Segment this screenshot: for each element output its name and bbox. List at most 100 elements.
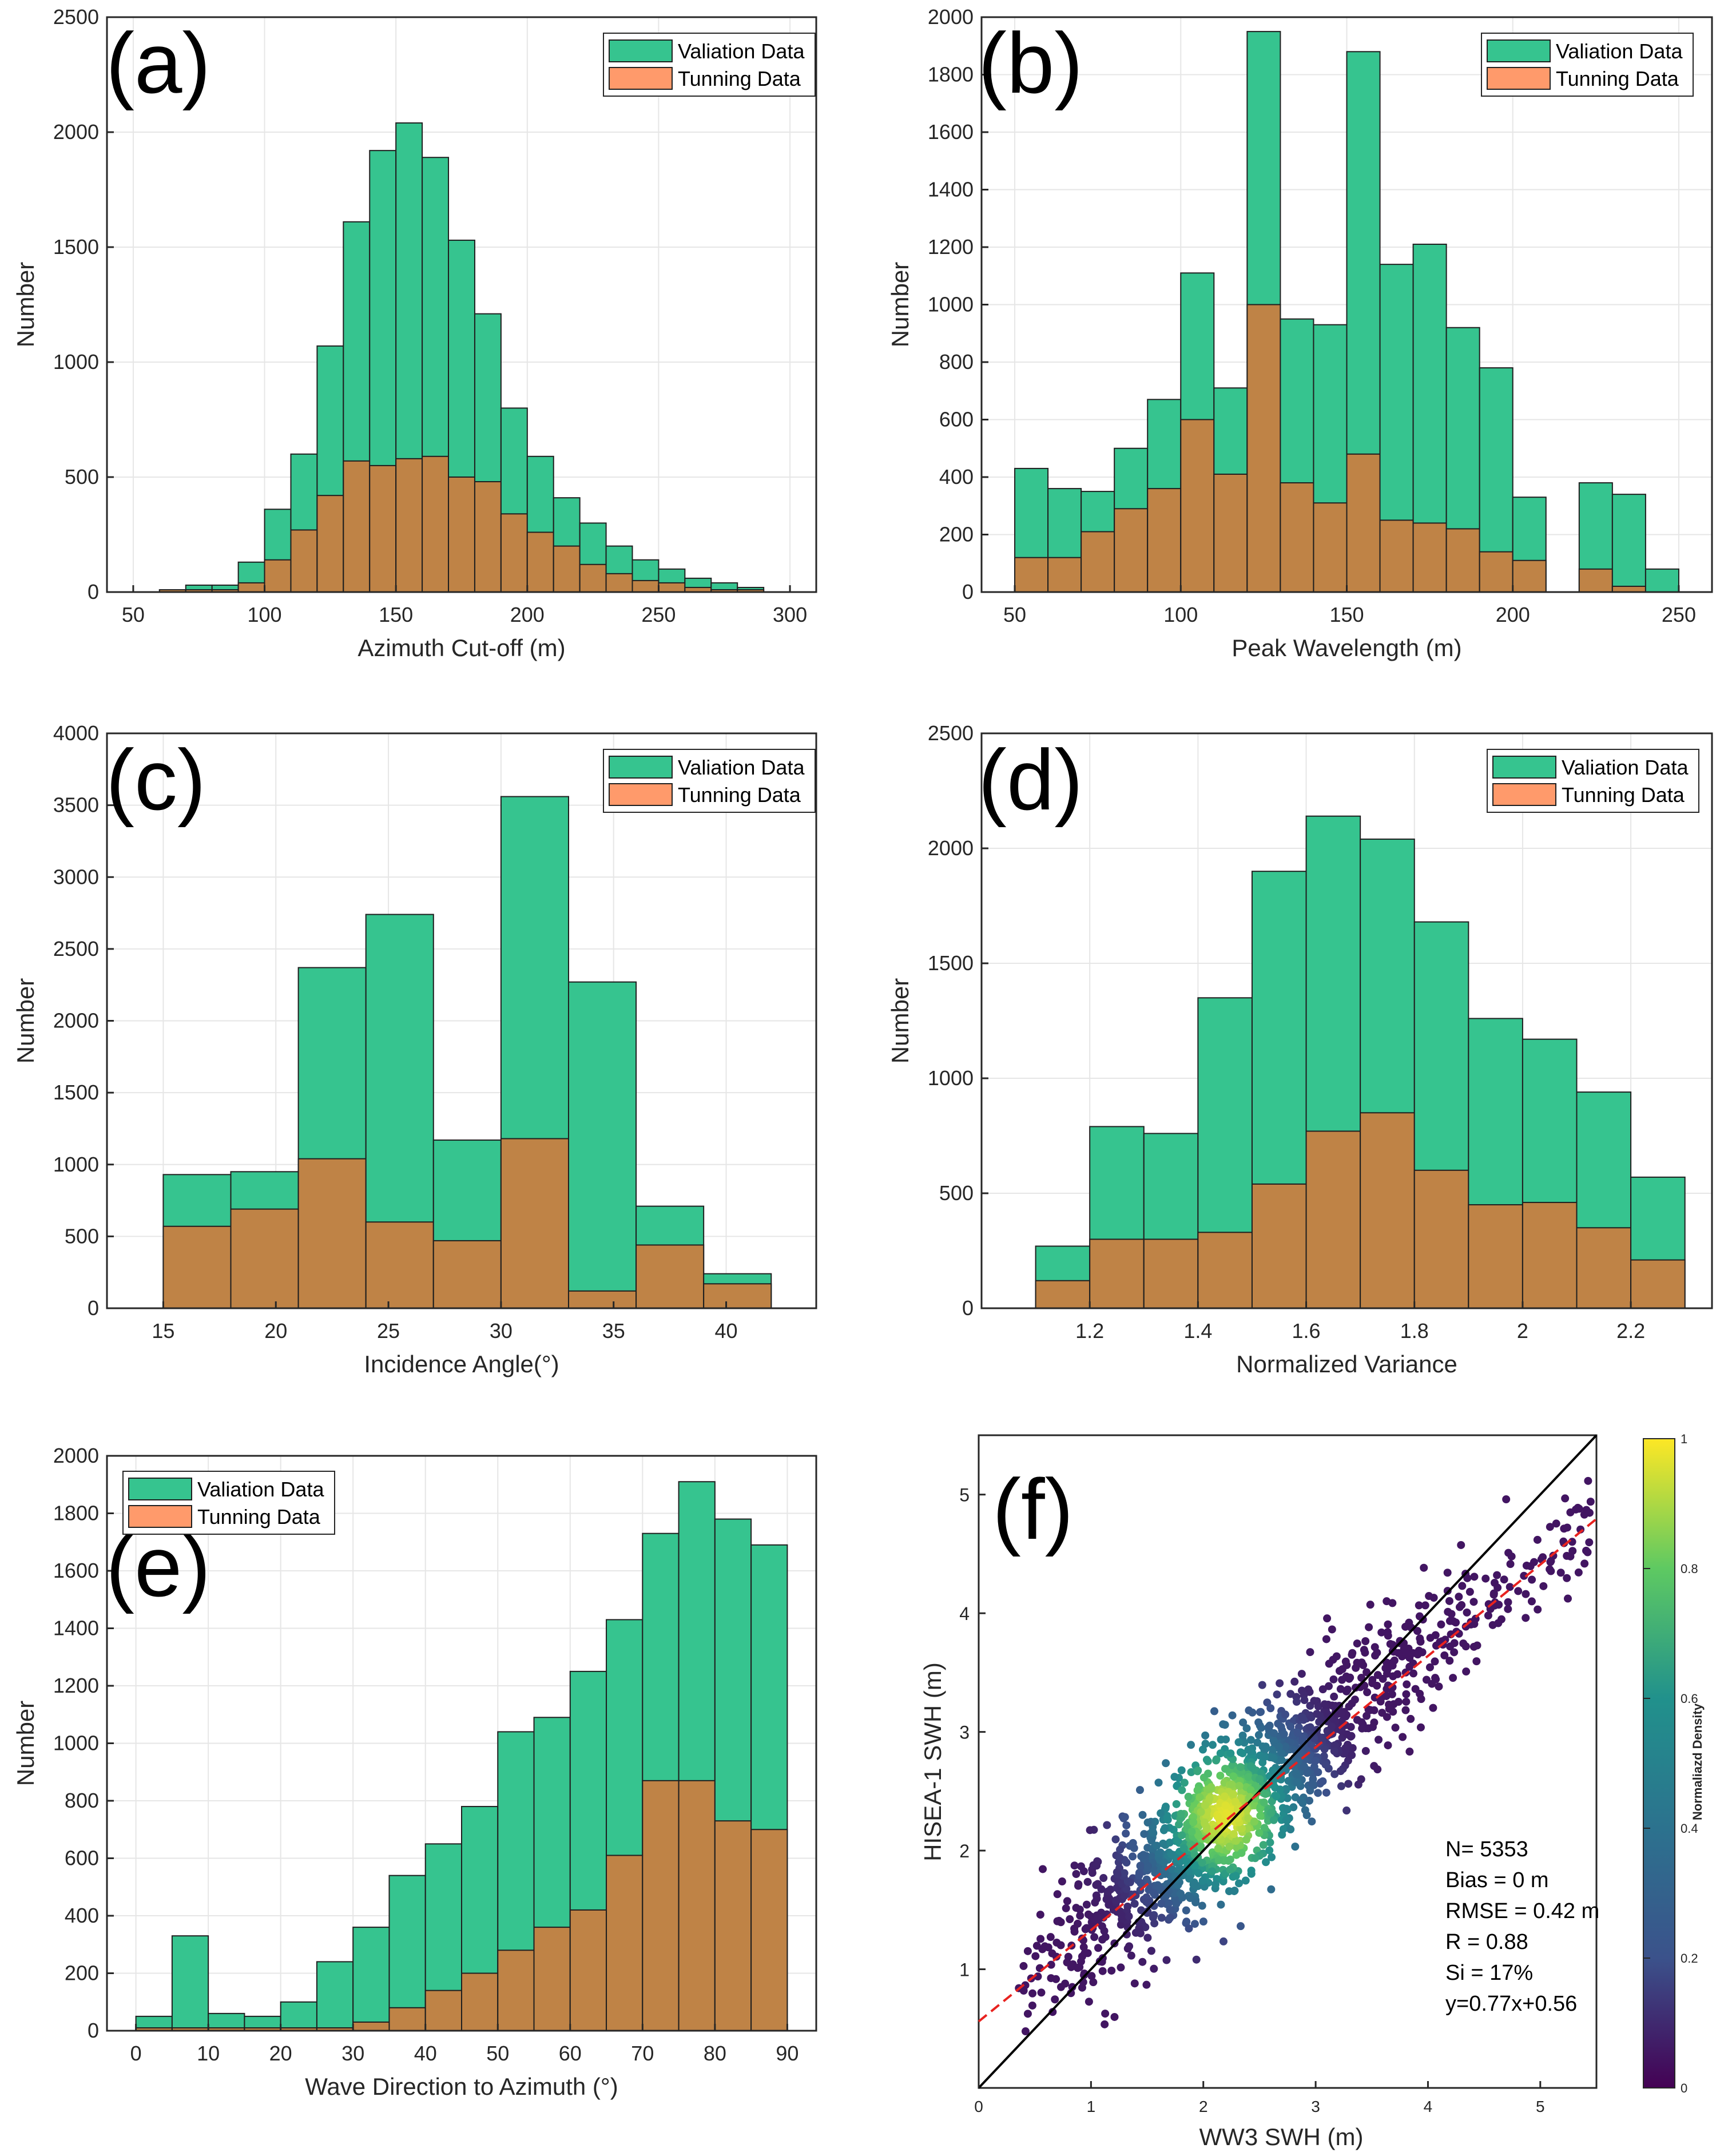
scatter-point <box>1318 1685 1327 1694</box>
scatter-point <box>1527 1597 1536 1606</box>
scatter-point <box>1281 1710 1290 1719</box>
x-tick-label: 250 <box>641 603 676 626</box>
scatter-point <box>1159 1839 1167 1848</box>
scatter-point <box>1371 1693 1379 1702</box>
y-tick-label: 1600 <box>53 1559 99 1582</box>
scatter-point <box>1098 1935 1107 1944</box>
legend: Valiation Data Tunning Data <box>122 1471 335 1535</box>
scatter-point <box>1585 1508 1594 1517</box>
scatter-point <box>1293 1778 1302 1787</box>
scatter-point <box>1300 1696 1309 1705</box>
scatter-point <box>1257 1708 1265 1716</box>
scatter-point <box>1449 1617 1457 1626</box>
scatter-point <box>1449 1674 1457 1682</box>
scatter-point <box>1316 1734 1325 1743</box>
x-tick-label: 1.6 <box>1292 1319 1321 1343</box>
validation-bar <box>316 1961 354 2031</box>
x-tick-label: 150 <box>1329 603 1364 626</box>
y-tick-label: 3 <box>959 1722 970 1743</box>
scatter-point <box>1286 1690 1295 1698</box>
scatter-point <box>1268 1853 1276 1861</box>
scatter-point <box>1195 1793 1204 1802</box>
scatter-point <box>1402 1697 1411 1706</box>
tuning-bar <box>1346 453 1381 593</box>
y-tick-label: 600 <box>65 1847 99 1870</box>
scatter-point <box>1325 1682 1333 1690</box>
tuning-bar <box>500 1138 569 1309</box>
scatter-point <box>1182 1857 1191 1866</box>
scatter-point <box>1090 1933 1099 1941</box>
scatter-point <box>1236 1922 1245 1931</box>
scatter-point <box>1458 1582 1467 1590</box>
y-tick-label: 1200 <box>53 1674 99 1697</box>
panel-label: (a) <box>106 15 210 111</box>
scatter-point <box>1362 1712 1371 1720</box>
tuning-bar <box>448 477 475 593</box>
scatter-point <box>1318 1777 1327 1785</box>
scatter-point <box>1205 1794 1214 1802</box>
scatter-point <box>1072 1870 1081 1879</box>
scatter-point <box>1187 1828 1196 1836</box>
scatter-point <box>1046 1933 1055 1941</box>
scatter-point <box>1259 1841 1268 1849</box>
scatter-point <box>1348 1751 1356 1760</box>
scatter-point <box>1330 1692 1338 1701</box>
legend-label-validation: Valiation Data <box>197 1478 324 1501</box>
scatter-point <box>1147 1836 1156 1845</box>
scatter-point <box>1391 1724 1400 1732</box>
scatter-point <box>1087 1972 1096 1980</box>
y-axis-label: Number <box>887 978 913 1063</box>
panel-label: (b) <box>978 15 1083 111</box>
scatter-point <box>1328 1722 1336 1731</box>
scatter-point <box>1226 1749 1235 1758</box>
scatter-point <box>1110 2012 1119 2021</box>
legend-label-validation: Valiation Data <box>1562 756 1689 779</box>
histogram-panel-b: 50 100 150 200 250 0 200 400 600 800 1000 1200 1400 1… <box>887 5 1713 661</box>
y-tick-label: 3500 <box>53 793 99 817</box>
scatter-point <box>1229 1830 1238 1839</box>
scatter-point <box>1342 1661 1351 1669</box>
scatter-point <box>1251 1854 1260 1863</box>
y-tick-label: 4000 <box>53 721 99 745</box>
scatter-point <box>1177 1889 1185 1898</box>
scatter-point <box>1254 1718 1263 1726</box>
y-tick-label: 1400 <box>53 1617 99 1640</box>
scatter-point <box>1076 1911 1085 1920</box>
scatter-point <box>1070 1924 1079 1933</box>
x-tick-label: 25 <box>377 1319 400 1343</box>
x-tick-label: 80 <box>704 2042 726 2065</box>
stat-n: N= 5353 <box>1445 1837 1528 1861</box>
scatter-point <box>1072 1904 1081 1912</box>
scatter-point <box>1547 1557 1555 1566</box>
axes-box <box>106 16 817 593</box>
scatter-point <box>1216 1772 1225 1780</box>
scatter-point <box>1421 1601 1429 1610</box>
scatter-point <box>1384 1620 1392 1629</box>
scatter-point <box>1162 1759 1170 1768</box>
x-tick-label: 20 <box>264 1319 287 1343</box>
scatter-point <box>1415 1601 1423 1610</box>
scatter-point <box>1580 1559 1589 1568</box>
scatter-point <box>1322 1635 1330 1643</box>
x-tick-label: 10 <box>197 2042 220 2065</box>
x-tick-label: 50 <box>122 603 145 626</box>
scatter-point <box>1178 1831 1186 1840</box>
tuning-bar <box>678 1780 716 2031</box>
scatter-point <box>1342 1806 1351 1815</box>
tuning-bar <box>750 1829 788 2031</box>
scatter-point <box>1262 1858 1270 1867</box>
x-tick-label: 100 <box>248 603 282 626</box>
y-tick-label: 1500 <box>928 951 974 975</box>
scatter-point <box>1214 1844 1222 1853</box>
y-tick-label: 2000 <box>928 836 974 860</box>
scatter-point <box>1328 1625 1336 1634</box>
scatter-point <box>1279 1825 1288 1833</box>
scatter-point <box>1365 1623 1373 1631</box>
scatter-point <box>1187 1741 1195 1749</box>
scatter-point <box>1370 1718 1379 1727</box>
scatter-point <box>1493 1583 1502 1592</box>
scatter-point <box>1221 1765 1229 1773</box>
scatter-point <box>1269 1816 1278 1824</box>
tuning-bar <box>1251 1183 1307 1309</box>
